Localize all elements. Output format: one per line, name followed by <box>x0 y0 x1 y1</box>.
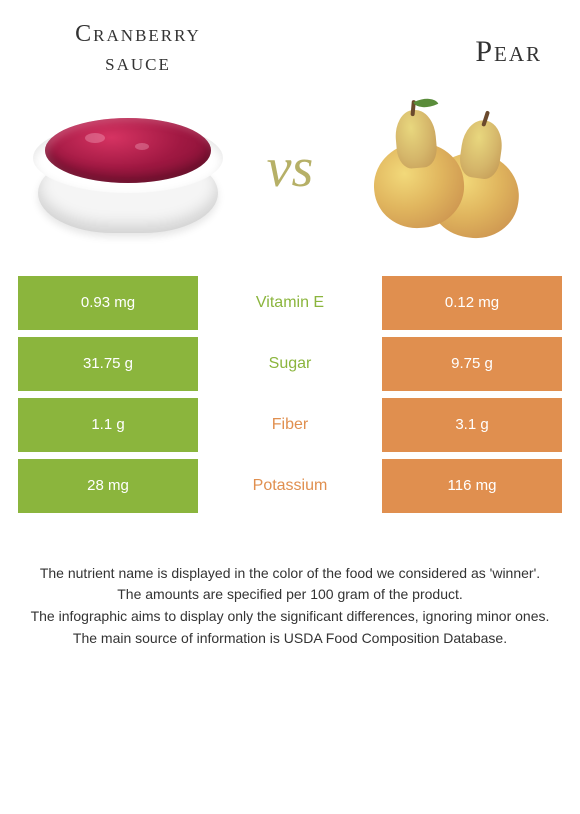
pear-image <box>352 88 552 248</box>
nutrient-name-cell: Vitamin E <box>198 276 382 330</box>
footnotes: The nutrient name is displayed in the co… <box>18 563 562 650</box>
images-row: vs <box>18 88 562 248</box>
left-value-cell: 31.75 g <box>18 337 198 391</box>
infographic-container: Cranberry sauce Pear vs <box>0 0 580 649</box>
comparison-row: 31.75 gSugar9.75 g <box>18 337 562 391</box>
cranberry-sauce-image <box>28 88 228 248</box>
right-value-cell: 116 mg <box>382 459 562 513</box>
vs-label: vs <box>267 136 314 200</box>
footnote-line: The amounts are specified per 100 gram o… <box>26 584 554 606</box>
footnote-line: The main source of information is USDA F… <box>26 628 554 650</box>
header-row: Cranberry sauce Pear <box>18 20 562 78</box>
right-value-cell: 0.12 mg <box>382 276 562 330</box>
comparison-row: 28 mgPotassium116 mg <box>18 459 562 513</box>
comparison-table: 0.93 mgVitamin E0.12 mg 31.75 gSugar9.75 … <box>18 276 562 513</box>
footnote-line: The infographic aims to display only the… <box>26 606 554 628</box>
left-value-cell: 28 mg <box>18 459 198 513</box>
nutrient-name-cell: Sugar <box>198 337 382 391</box>
nutrient-name-cell: Potassium <box>198 459 382 513</box>
left-value-cell: 1.1 g <box>18 398 198 452</box>
right-food-title: Pear <box>402 34 542 70</box>
comparison-row: 0.93 mgVitamin E0.12 mg <box>18 276 562 330</box>
right-value-cell: 3.1 g <box>382 398 562 452</box>
footnote-line: The nutrient name is displayed in the co… <box>26 563 554 585</box>
right-value-cell: 9.75 g <box>382 337 562 391</box>
left-value-cell: 0.93 mg <box>18 276 198 330</box>
comparison-row: 1.1 gFiber3.1 g <box>18 398 562 452</box>
left-title-line1: Cranberry <box>75 21 201 47</box>
nutrient-name-cell: Fiber <box>198 398 382 452</box>
left-food-title: Cranberry sauce <box>38 20 238 78</box>
left-title-line2: sauce <box>105 50 171 76</box>
